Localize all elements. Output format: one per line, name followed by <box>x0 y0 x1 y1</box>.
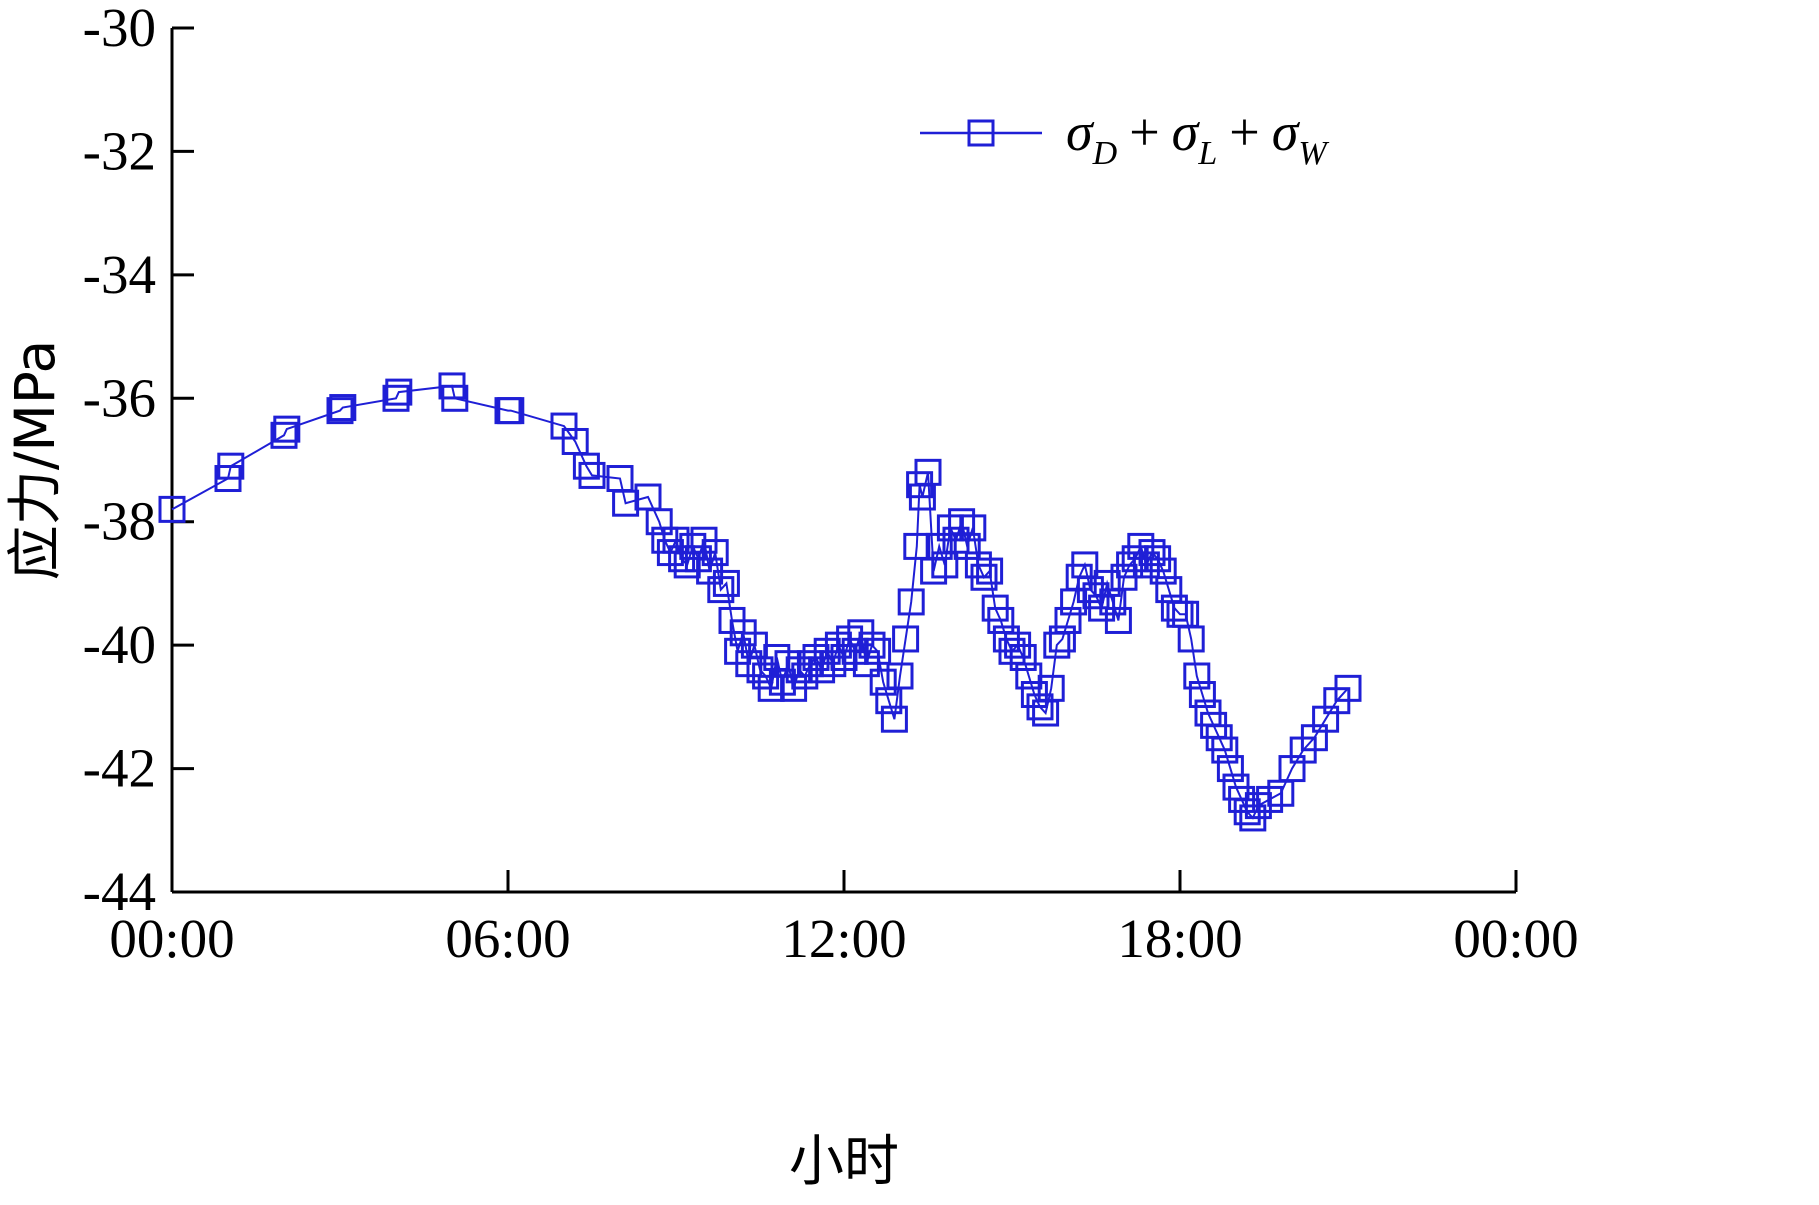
x-tick-label: 00:00 <box>1453 908 1578 969</box>
data-point-marker <box>1216 755 1244 783</box>
data-point-marker <box>864 637 892 665</box>
data-point-marker <box>1149 557 1177 585</box>
data-point-marker <box>1048 625 1076 653</box>
data-point-marker <box>158 495 186 523</box>
data-point-marker <box>1093 569 1121 597</box>
x-axis-title: 小时 <box>789 1129 899 1193</box>
data-point-marker <box>987 606 1015 634</box>
y-tick-label: -40 <box>83 614 156 675</box>
data-point-marker <box>497 397 525 425</box>
series-layer <box>158 372 1362 832</box>
data-point-marker <box>385 378 413 406</box>
y-tick-label: -44 <box>83 861 156 922</box>
y-tick-label: -38 <box>83 491 156 552</box>
data-point-marker <box>1188 681 1216 709</box>
data-point-marker <box>1054 606 1082 634</box>
data-point-marker <box>976 557 1004 585</box>
y-tick-label: -42 <box>83 738 156 799</box>
y-tick-label: -32 <box>83 120 156 181</box>
data-point-marker <box>1183 662 1211 690</box>
data-point-marker <box>707 576 735 604</box>
data-point-marker <box>382 384 410 412</box>
y-tick-label: -34 <box>83 244 156 305</box>
data-point-marker <box>897 588 925 616</box>
data-point-marker <box>1037 674 1065 702</box>
legend-entry: σD + σL + σW <box>1066 102 1329 172</box>
data-point-marker <box>712 569 740 597</box>
data-point-marker <box>578 461 606 489</box>
data-point-marker <box>326 397 354 425</box>
data-point-marker <box>1104 606 1132 634</box>
data-point-marker <box>1334 674 1362 702</box>
x-ticks: 00:00 06:00 12:00 18:00 00:00 <box>109 870 1579 969</box>
y-tick-label: -30 <box>83 0 156 58</box>
y-axis-title: 应力/MPa <box>3 340 67 580</box>
data-point-marker <box>869 668 897 696</box>
data-point-marker <box>959 514 987 542</box>
x-tick-label: 18:00 <box>1117 908 1242 969</box>
data-point-marker <box>273 415 301 443</box>
data-point-marker <box>880 705 908 733</box>
data-point-marker <box>1177 625 1205 653</box>
data-point-marker <box>886 662 914 690</box>
data-point-marker <box>645 508 673 536</box>
data-point-marker <box>1009 643 1037 671</box>
data-point-marker <box>892 625 920 653</box>
data-point-marker <box>217 452 245 480</box>
legend: σD + σL + σW <box>920 102 1329 172</box>
data-point-marker <box>701 539 729 567</box>
x-tick-label: 00:00 <box>109 908 234 969</box>
data-point-marker <box>329 394 357 422</box>
y-ticks: -30 -32 -34 -36 -38 -40 -42 -44 <box>83 0 194 922</box>
data-point-marker <box>572 452 600 480</box>
data-point-marker <box>858 631 886 659</box>
data-point-marker <box>1211 736 1239 764</box>
data-point-marker <box>612 489 640 517</box>
data-point-marker <box>270 421 298 449</box>
data-point-marker <box>903 532 931 560</box>
data-point-marker <box>914 458 942 486</box>
data-point-marker <box>970 563 998 591</box>
legend-square-marker <box>967 119 995 147</box>
x-tick-label: 12:00 <box>781 908 906 969</box>
data-point-marker <box>441 384 469 412</box>
x-tick-label: 06:00 <box>445 908 570 969</box>
y-tick-label: -36 <box>83 367 156 428</box>
